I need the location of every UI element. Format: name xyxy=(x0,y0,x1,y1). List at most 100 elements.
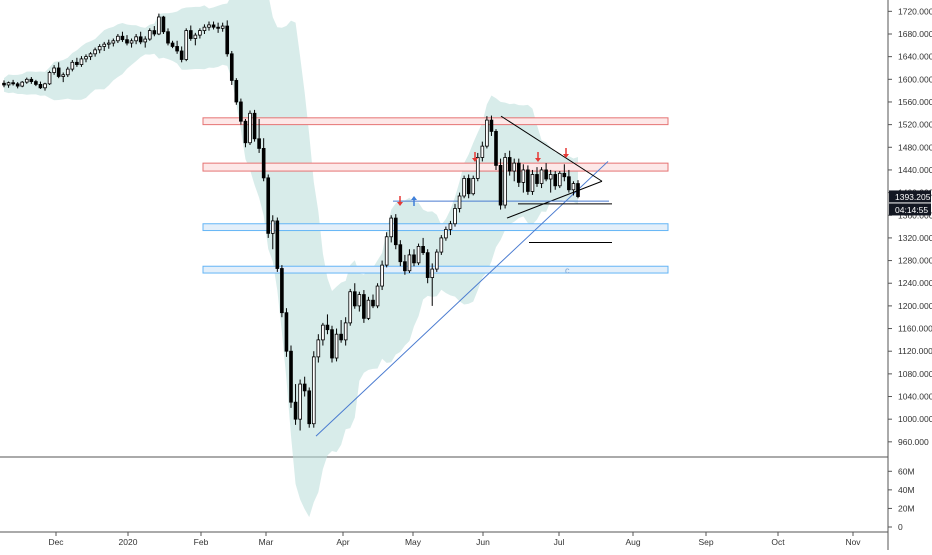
volume-bar xyxy=(280,471,283,527)
volume-bar xyxy=(162,495,165,528)
candle-body xyxy=(325,324,330,331)
candle-body xyxy=(111,40,116,44)
volume-bar xyxy=(545,494,548,527)
candle-body xyxy=(15,83,20,87)
candle-body xyxy=(6,82,11,86)
volume-bar xyxy=(526,493,529,527)
candle-body xyxy=(398,244,403,263)
volume-bar xyxy=(317,490,320,527)
candle-body xyxy=(2,82,6,86)
volume-bar xyxy=(112,500,115,527)
candle-body xyxy=(147,30,152,40)
down-arrow-icon-head xyxy=(563,154,569,158)
candle-body xyxy=(20,81,25,87)
candle-body xyxy=(553,174,558,187)
time-tick-label: Oct xyxy=(771,537,785,547)
time-tick-label: Jun xyxy=(476,537,490,547)
volume-bar xyxy=(490,482,493,527)
volume-bar xyxy=(57,500,60,527)
volume-bar xyxy=(103,499,106,527)
volume-bar xyxy=(513,487,516,527)
candle-body xyxy=(234,80,239,103)
time-tick-label: Sep xyxy=(698,537,713,547)
volume-bar xyxy=(353,496,356,527)
time-tick-label: Aug xyxy=(625,537,640,547)
candle-body xyxy=(430,268,435,278)
candle-body xyxy=(34,81,38,85)
candle-body xyxy=(211,24,216,28)
volume-bar xyxy=(394,494,397,527)
candle-body xyxy=(462,178,466,197)
candle-body xyxy=(498,165,503,206)
countdown-label: 04:14:55 xyxy=(895,205,928,215)
volume-bar xyxy=(75,499,78,527)
triangle-upper-line xyxy=(500,115,603,182)
candle-body xyxy=(421,246,425,254)
volume-bar xyxy=(176,492,179,527)
time-tick-label: 2020 xyxy=(119,537,138,547)
candle-body xyxy=(116,35,120,42)
candle-body xyxy=(562,172,567,178)
volume-bar xyxy=(39,501,42,527)
volume-bar xyxy=(549,493,552,527)
countdown-box xyxy=(889,203,931,216)
candle-body xyxy=(102,43,107,47)
volume-bar xyxy=(390,492,393,527)
candle-body xyxy=(425,252,430,278)
volume-bar xyxy=(321,492,324,527)
time-tick-label: May xyxy=(405,537,422,547)
candle-body xyxy=(143,38,148,43)
volume-bar xyxy=(303,484,306,527)
price-tick-label: 1120.000 xyxy=(898,346,932,356)
candle-body xyxy=(56,67,61,77)
candle-body xyxy=(207,24,211,28)
candle-body xyxy=(106,42,111,45)
volume-bar xyxy=(62,498,65,527)
candle-body xyxy=(257,138,261,149)
volume-bar xyxy=(444,495,447,528)
candle-body xyxy=(330,329,334,359)
candle-body xyxy=(166,31,170,44)
candle-body xyxy=(439,237,444,253)
candle-body xyxy=(567,176,571,191)
candle-body xyxy=(47,72,52,85)
volume-bar xyxy=(367,494,370,527)
volume-bar xyxy=(467,488,470,527)
candle-body xyxy=(252,112,257,140)
candle-body xyxy=(97,46,102,51)
candle-body xyxy=(557,172,562,187)
candle-body xyxy=(457,195,462,209)
volume-bar xyxy=(340,495,343,528)
candle-body xyxy=(343,322,348,341)
price-tick-label: 1600.000 xyxy=(898,74,932,84)
candle-body xyxy=(316,339,321,358)
price-tick-label: 1640.000 xyxy=(898,52,932,62)
volume-bar xyxy=(230,479,233,527)
candle-body xyxy=(311,356,316,425)
volume-bar xyxy=(116,496,119,527)
volume-bar xyxy=(16,503,19,527)
candle-body xyxy=(202,26,207,31)
volume-bar xyxy=(536,491,539,527)
candle-body xyxy=(576,183,580,197)
candle-body xyxy=(161,16,166,33)
candle-body xyxy=(261,148,266,179)
candle-body xyxy=(389,217,394,238)
volume-bar xyxy=(431,494,434,527)
down-arrow-icon-head xyxy=(472,158,478,162)
volume-bar xyxy=(249,467,252,527)
volume-bar xyxy=(198,494,201,527)
volume-bar xyxy=(208,495,211,527)
volume-bar xyxy=(98,502,101,527)
volume-bar xyxy=(235,476,238,527)
volume-bar xyxy=(157,494,160,527)
volume-bar xyxy=(440,497,443,527)
zone-label-c: c xyxy=(565,266,570,276)
candle-body xyxy=(134,36,138,42)
volume-bar xyxy=(130,501,133,527)
volume-bar xyxy=(139,498,142,527)
volume-bar xyxy=(71,501,74,527)
volume-bar xyxy=(148,495,151,527)
